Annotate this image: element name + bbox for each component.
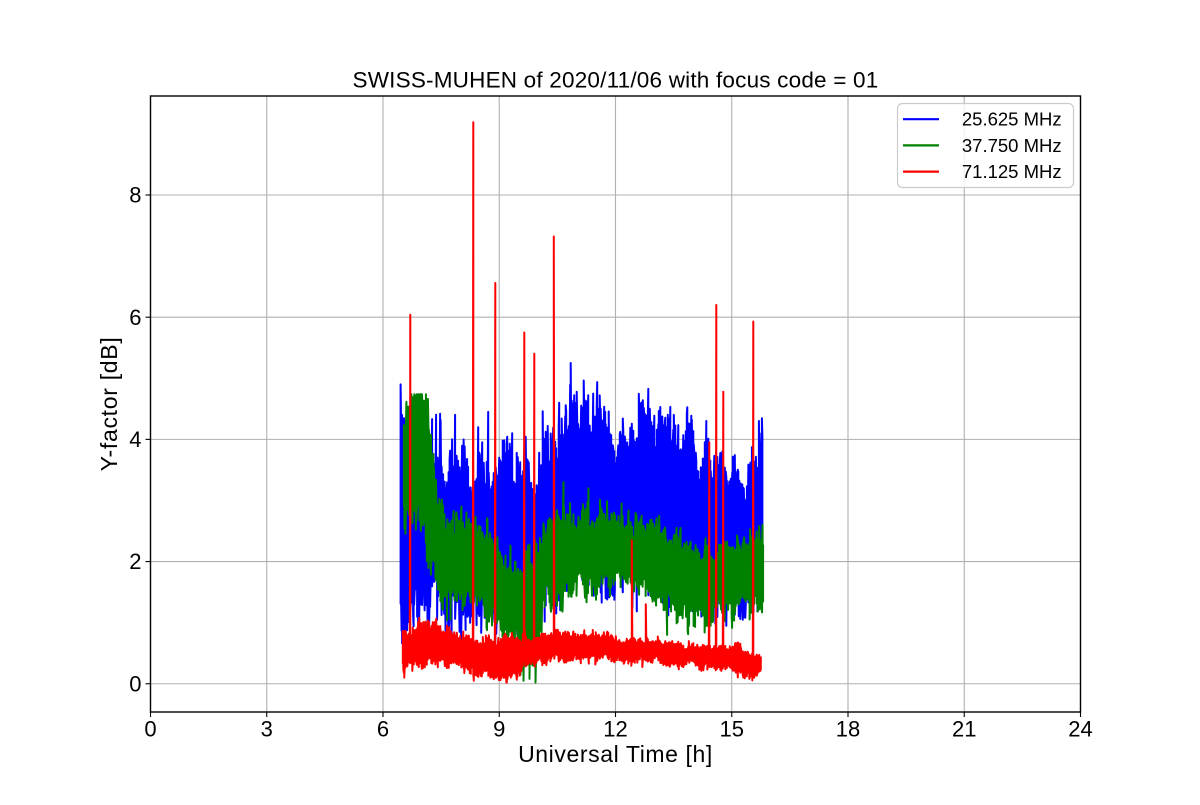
svg-text:0: 0	[144, 716, 156, 741]
svg-text:3: 3	[261, 716, 273, 741]
svg-text:15: 15	[720, 716, 744, 741]
svg-text:0: 0	[129, 671, 141, 696]
svg-text:9: 9	[493, 716, 505, 741]
svg-text:Universal Time [h]: Universal Time [h]	[518, 741, 713, 767]
svg-text:21: 21	[952, 716, 976, 741]
svg-text:37.750 MHz: 37.750 MHz	[962, 135, 1062, 156]
svg-text:12: 12	[603, 716, 627, 741]
svg-text:25.625 MHz: 25.625 MHz	[962, 109, 1062, 130]
svg-text:24: 24	[1068, 716, 1092, 741]
svg-text:Y-factor [dB]: Y-factor [dB]	[96, 337, 122, 472]
svg-text:18: 18	[836, 716, 860, 741]
svg-text:8: 8	[129, 183, 141, 208]
svg-text:SWISS-MUHEN of 2020/11/06 with: SWISS-MUHEN of 2020/11/06 with focus cod…	[353, 68, 879, 93]
svg-text:2: 2	[129, 549, 141, 574]
svg-text:71.125 MHz: 71.125 MHz	[962, 161, 1062, 182]
svg-text:6: 6	[129, 305, 141, 330]
svg-text:4: 4	[129, 427, 141, 452]
svg-text:6: 6	[377, 716, 389, 741]
